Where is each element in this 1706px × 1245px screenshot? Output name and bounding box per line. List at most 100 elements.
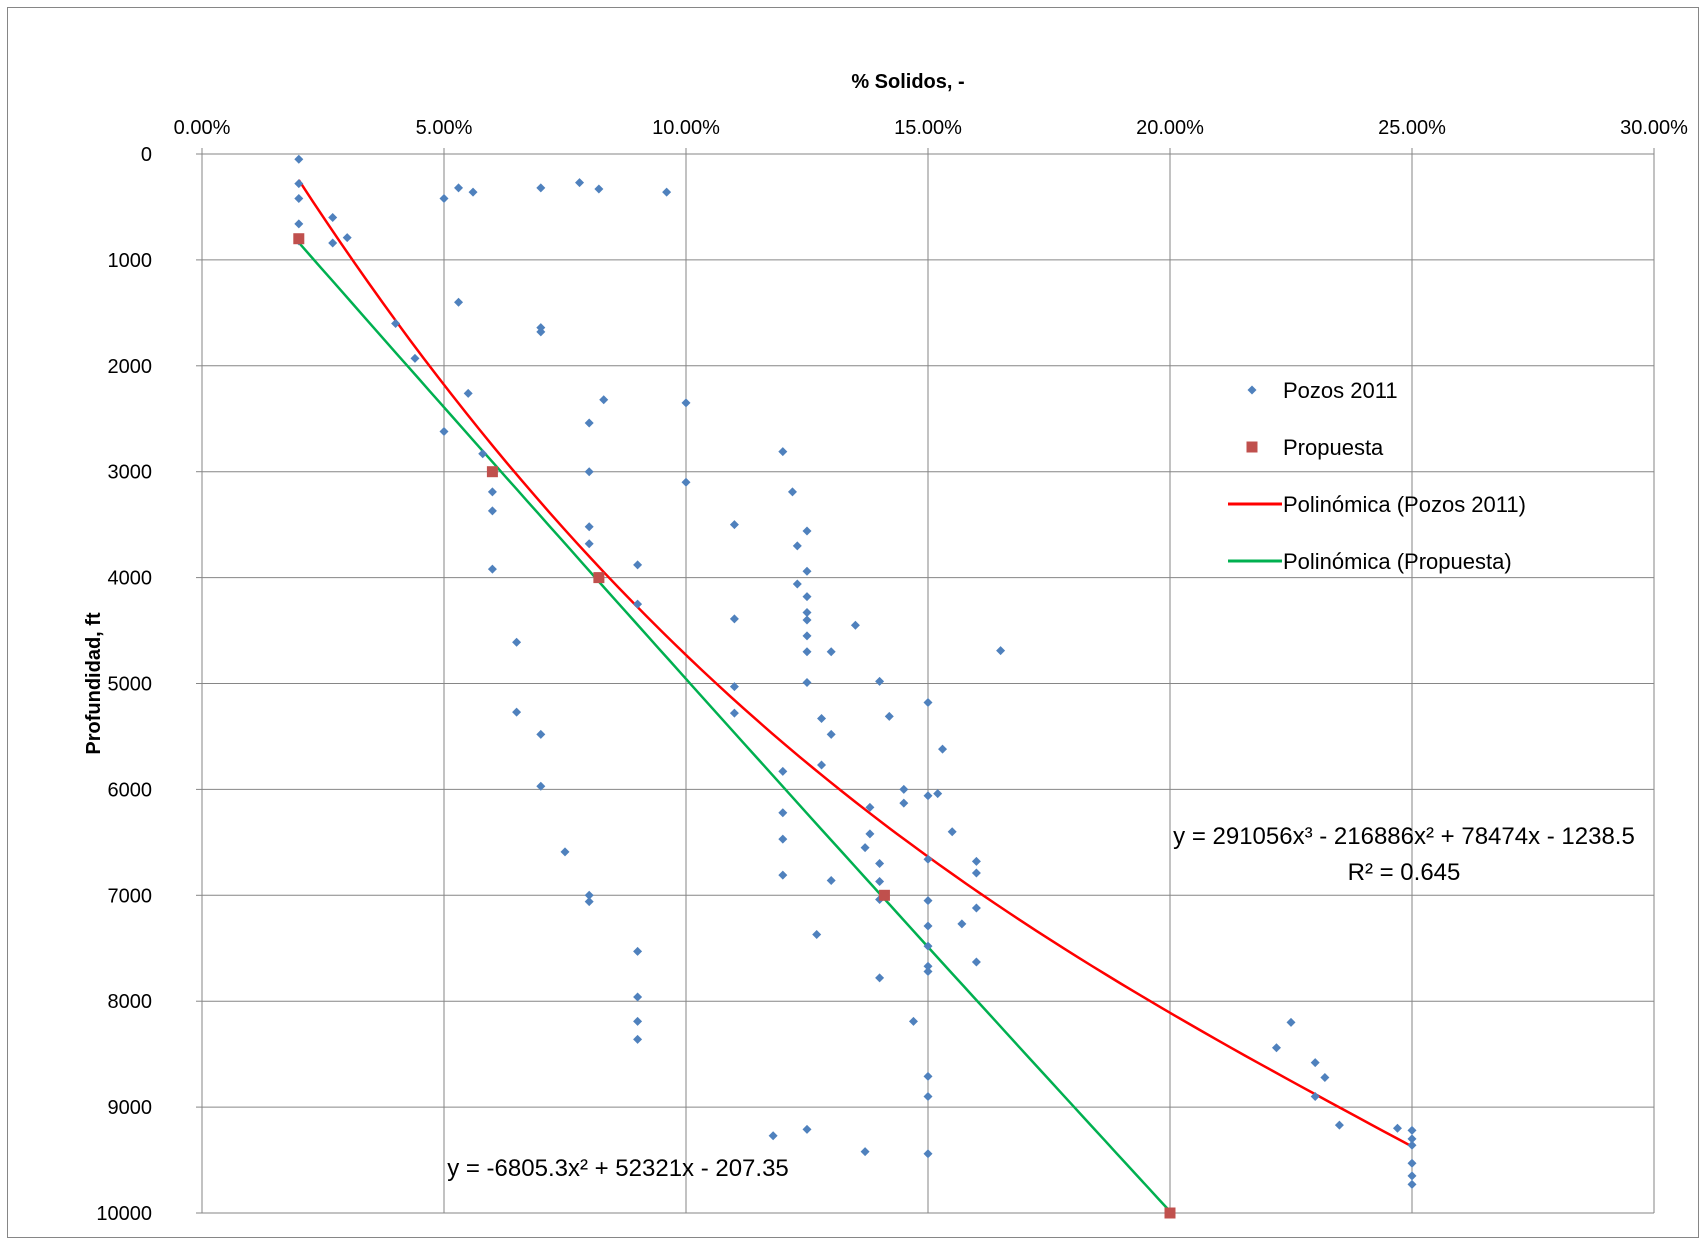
- data-point-pozos: [681, 477, 691, 487]
- y-tick-label: 10000: [96, 1203, 152, 1225]
- data-point-pozos: [778, 834, 788, 844]
- data-point-pozos: [923, 1149, 933, 1159]
- data-point-pozos: [633, 992, 643, 1002]
- series-pozos-2011: [294, 154, 1417, 1189]
- data-point-pozos: [1271, 1043, 1281, 1053]
- y-tick-label: 4000: [108, 568, 153, 590]
- data-point-pozos: [463, 388, 473, 398]
- data-point-pozos: [875, 973, 885, 983]
- data-point-pozos: [812, 929, 822, 939]
- data-point-pozos: [1407, 1158, 1417, 1168]
- legend: Pozos 2011 Propuesta Polinómica (Pozos 201…: [1228, 378, 1526, 574]
- data-point-pozos: [662, 187, 672, 197]
- data-point-pozos: [923, 791, 933, 801]
- data-point-pozos: [294, 219, 304, 229]
- data-point-pozos: [584, 539, 594, 549]
- data-point-pozos: [778, 870, 788, 880]
- data-point-pozos: [860, 843, 870, 853]
- data-point-pozos: [802, 592, 812, 602]
- data-point-pozos: [439, 193, 449, 203]
- data-point-pozos: [802, 677, 812, 687]
- x-tick-label: 10.00%: [652, 117, 720, 139]
- trendline-0: [297, 179, 1413, 1148]
- series-propuesta: [293, 233, 1176, 1219]
- data-point-pozos: [294, 154, 304, 164]
- data-point-pozos: [768, 1131, 778, 1141]
- data-point-pozos: [599, 395, 609, 405]
- data-point-pozos: [923, 698, 933, 708]
- data-point-pozos: [826, 875, 836, 885]
- data-point-pozos: [865, 829, 875, 839]
- x-tick-label: 30.00%: [1620, 117, 1688, 139]
- data-point-pozos: [468, 187, 478, 197]
- data-point-pozos: [875, 676, 885, 686]
- data-point-pozos: [633, 946, 643, 956]
- data-point-pozos: [1407, 1125, 1417, 1135]
- data-point-pozos: [729, 614, 739, 624]
- data-point-pozos: [391, 318, 401, 328]
- data-point-pozos: [996, 646, 1006, 656]
- data-point-propuesta: [878, 889, 890, 901]
- y-tick-label: 6000: [108, 779, 153, 801]
- x-axis-title: % Solidos, -: [851, 71, 964, 93]
- data-point-propuesta: [486, 466, 498, 478]
- data-point-pozos: [802, 1124, 812, 1134]
- data-point-pozos: [328, 213, 338, 223]
- data-point-pozos: [729, 682, 739, 692]
- data-point-pozos: [1334, 1120, 1344, 1130]
- y-tick-label: 2000: [108, 356, 153, 378]
- data-point-pozos: [938, 744, 948, 754]
- legend-marker-propuesta: [1246, 441, 1258, 453]
- data-point-pozos: [342, 233, 352, 243]
- data-point-pozos: [865, 802, 875, 812]
- data-point-pozos: [899, 784, 909, 794]
- data-point-pozos: [778, 447, 788, 457]
- data-point-pozos: [584, 897, 594, 907]
- y-tick-label: 7000: [108, 885, 153, 907]
- y-axis-title: Profundidad, ft: [83, 612, 105, 755]
- data-point-pozos: [923, 921, 933, 931]
- y-tick-label: 0: [141, 144, 152, 166]
- data-point-pozos: [787, 487, 797, 497]
- data-point-pozos: [536, 327, 546, 337]
- data-point-pozos: [729, 520, 739, 530]
- data-point-pozos: [410, 353, 420, 363]
- data-point-pozos: [536, 729, 546, 739]
- data-point-pozos: [536, 183, 546, 193]
- x-tick-label: 25.00%: [1378, 117, 1446, 139]
- data-point-propuesta: [293, 233, 305, 245]
- data-point-pozos: [792, 541, 802, 551]
- x-tick-label: 5.00%: [416, 117, 473, 139]
- data-point-pozos: [594, 184, 604, 194]
- data-point-pozos: [817, 713, 827, 723]
- trendline-1: [297, 241, 1171, 1213]
- data-point-pozos: [584, 418, 594, 428]
- x-tick-label: 0.00%: [174, 117, 231, 139]
- data-point-pozos: [1392, 1123, 1402, 1133]
- data-point-pozos: [875, 859, 885, 869]
- data-point-pozos: [908, 1016, 918, 1026]
- data-point-pozos: [971, 903, 981, 913]
- data-point-pozos: [923, 854, 933, 864]
- data-point-pozos: [875, 877, 885, 887]
- data-point-pozos: [1407, 1140, 1417, 1150]
- trendline-equation-pozos: y = 291056x³ - 216886x² + 78474x - 1238.…: [1173, 823, 1635, 850]
- data-point-pozos: [439, 426, 449, 436]
- data-point-pozos: [1407, 1171, 1417, 1181]
- data-point-propuesta: [1164, 1207, 1176, 1219]
- data-point-pozos: [1320, 1072, 1330, 1082]
- trend-lines: [297, 179, 1413, 1213]
- data-point-pozos: [512, 637, 522, 647]
- y-tick-label: 8000: [108, 991, 153, 1013]
- data-point-pozos: [899, 798, 909, 808]
- y-tick-labels: 0 1000 2000 3000 4000 5000 6000 7000 8000 9000 100…: [96, 144, 202, 1225]
- x-tick-label: 15.00%: [894, 117, 962, 139]
- data-point-pozos: [633, 1034, 643, 1044]
- data-point-pozos: [512, 707, 522, 717]
- legend-label-propuesta: Propuesta: [1283, 435, 1384, 460]
- data-point-pozos: [681, 398, 691, 408]
- trendline-equation-propuesta: y = -6805.3x² + 52321x - 207.35: [447, 1155, 789, 1182]
- x-tick-labels: 0.00% 5.00% 10.00% 15.00% 20.00% 25.00% 30.00%: [174, 117, 1688, 154]
- data-point-pozos: [971, 868, 981, 878]
- data-point-pozos: [923, 1092, 933, 1102]
